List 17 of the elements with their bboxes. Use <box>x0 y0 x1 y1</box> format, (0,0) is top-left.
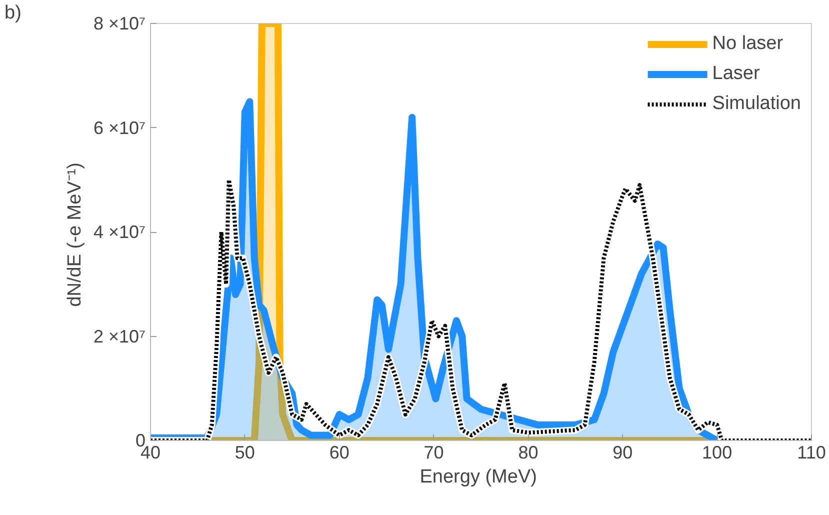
x-tick-label: 90 <box>612 442 633 462</box>
y-tick-label: 8 ×10⁷ <box>93 14 146 34</box>
x-tick-label: 70 <box>424 442 444 462</box>
legend-label: No laser <box>712 33 784 55</box>
x-tick-label: 110 <box>797 442 826 462</box>
y-tick-label: 4 ×10⁷ <box>93 222 146 242</box>
x-tick-label: 60 <box>329 442 350 462</box>
text: b) <box>4 2 22 24</box>
legend-label: Laser <box>712 63 760 85</box>
x-tick-label: 100 <box>702 442 732 462</box>
y-axis-title: dN/dE (-e MeV⁻¹) <box>64 162 86 307</box>
x-tick-label: 50 <box>234 442 255 462</box>
y-tick-label: 2 ×10⁷ <box>93 326 146 346</box>
x-axis-title: Energy (MeV) <box>420 466 537 488</box>
x-tick-label: 80 <box>518 442 538 462</box>
legend-label: Simulation <box>712 93 801 115</box>
y-tick-label: 6 ×10⁷ <box>93 118 146 138</box>
